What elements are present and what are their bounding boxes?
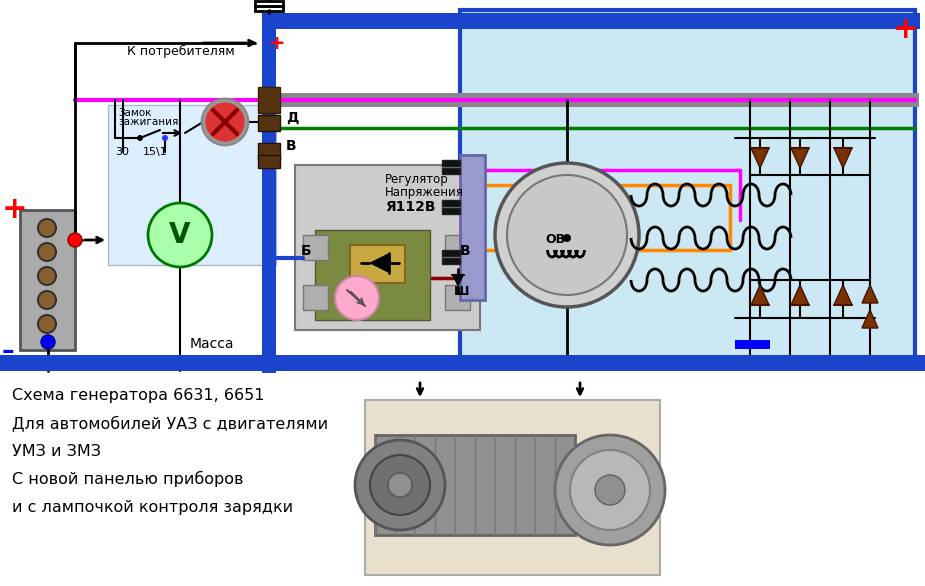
Bar <box>442 160 460 174</box>
Bar <box>255 1 283 6</box>
Text: Б: Б <box>301 244 312 258</box>
Polygon shape <box>834 148 852 168</box>
Bar <box>315 230 430 320</box>
Polygon shape <box>369 253 389 273</box>
Text: ОВ: ОВ <box>545 233 565 246</box>
Text: К потребителям: К потребителям <box>127 45 235 58</box>
Bar <box>20 210 75 350</box>
Bar <box>303 235 328 260</box>
Text: Замок: Замок <box>118 108 152 118</box>
Text: +: + <box>269 34 286 53</box>
Polygon shape <box>751 285 769 305</box>
Text: УМЗ и ЗМЗ: УМЗ и ЗМЗ <box>12 444 101 459</box>
Bar <box>350 245 405 283</box>
Text: Напряжения: Напряжения <box>385 186 463 199</box>
Circle shape <box>148 203 212 267</box>
Text: зажигания: зажигания <box>118 117 179 127</box>
Text: и с лампочкой контроля зарядки: и с лампочкой контроля зарядки <box>12 500 293 515</box>
Text: В: В <box>286 139 297 153</box>
Bar <box>258 87 280 113</box>
Circle shape <box>555 435 665 545</box>
Text: С новой панелью приборов: С новой панелью приборов <box>12 471 243 487</box>
Bar <box>0 355 925 371</box>
Bar <box>255 6 283 11</box>
Polygon shape <box>791 285 809 305</box>
Circle shape <box>570 450 650 530</box>
Bar <box>258 115 280 131</box>
Circle shape <box>370 455 430 515</box>
Circle shape <box>162 135 168 141</box>
Bar <box>442 250 460 264</box>
Bar <box>445 235 470 260</box>
Circle shape <box>355 440 445 530</box>
Text: Масса: Масса <box>190 337 235 351</box>
Polygon shape <box>834 285 852 305</box>
Bar <box>295 165 480 330</box>
Bar <box>108 105 276 265</box>
Polygon shape <box>862 285 878 303</box>
Bar <box>445 285 470 310</box>
Text: +: + <box>893 15 919 44</box>
Bar <box>265 13 920 29</box>
Bar <box>375 435 575 535</box>
Bar <box>262 13 276 373</box>
Text: 30: 30 <box>115 147 129 157</box>
Text: Схема генератора 6631, 6651: Схема генератора 6631, 6651 <box>12 388 265 403</box>
Circle shape <box>38 243 56 261</box>
Bar <box>258 143 280 159</box>
Text: V: V <box>169 221 191 249</box>
Circle shape <box>137 135 143 141</box>
Polygon shape <box>751 148 769 168</box>
Polygon shape <box>791 148 809 168</box>
Circle shape <box>563 234 571 242</box>
Text: Д: Д <box>286 111 299 125</box>
Text: Я112В: Я112В <box>385 200 436 214</box>
Bar <box>365 400 660 575</box>
Circle shape <box>38 219 56 237</box>
Text: +: + <box>2 195 28 224</box>
Bar <box>303 285 328 310</box>
Circle shape <box>38 315 56 333</box>
Bar <box>735 340 770 349</box>
Circle shape <box>41 335 55 349</box>
Circle shape <box>38 267 56 285</box>
Bar <box>442 200 460 214</box>
Bar <box>258 155 280 168</box>
Circle shape <box>202 99 248 145</box>
Polygon shape <box>862 310 878 328</box>
Text: –: – <box>2 339 15 363</box>
Text: 15\1: 15\1 <box>143 147 167 157</box>
Circle shape <box>38 291 56 309</box>
Text: Ш: Ш <box>454 285 470 298</box>
Circle shape <box>595 475 625 505</box>
Circle shape <box>507 175 627 295</box>
Circle shape <box>495 163 639 307</box>
Polygon shape <box>452 275 464 287</box>
Circle shape <box>205 102 245 142</box>
Bar <box>269 93 919 107</box>
Circle shape <box>68 233 82 247</box>
Circle shape <box>335 276 379 320</box>
Bar <box>460 10 915 365</box>
Bar <box>460 155 485 300</box>
Text: Для автомобилей УАЗ с двигателями: Для автомобилей УАЗ с двигателями <box>12 415 328 431</box>
Text: Регулятор: Регулятор <box>385 173 449 186</box>
Text: В: В <box>460 244 471 258</box>
Circle shape <box>388 473 412 497</box>
